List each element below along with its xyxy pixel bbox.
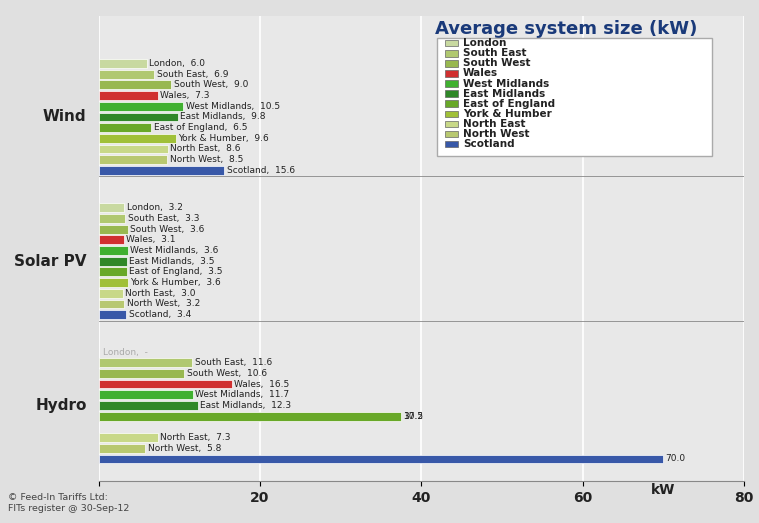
- Bar: [99, 401, 198, 410]
- Text: Wales,  16.5: Wales, 16.5: [234, 380, 289, 389]
- Text: 37.5: 37.5: [404, 412, 424, 420]
- Text: 10.2: 10.2: [404, 412, 424, 420]
- Text: Scotland: Scotland: [463, 139, 515, 149]
- Text: East Midlands,  12.3: East Midlands, 12.3: [200, 401, 291, 410]
- Bar: [99, 214, 125, 223]
- Bar: [446, 40, 458, 47]
- Bar: [446, 70, 458, 77]
- Text: North West,  8.5: North West, 8.5: [170, 155, 243, 164]
- Text: North West: North West: [463, 129, 530, 139]
- Text: North West,  3.2: North West, 3.2: [127, 300, 200, 309]
- Text: West Midlands,  10.5: West Midlands, 10.5: [186, 102, 280, 111]
- Bar: [99, 444, 146, 452]
- Text: London: London: [463, 38, 506, 48]
- Text: 70.0: 70.0: [666, 454, 685, 463]
- Bar: [99, 412, 401, 420]
- Text: London,  -: London, -: [102, 347, 147, 357]
- Text: East Midlands,  3.5: East Midlands, 3.5: [129, 257, 215, 266]
- Text: Scotland,  15.6: Scotland, 15.6: [227, 166, 295, 175]
- Text: East of England,  3.5: East of England, 3.5: [129, 267, 223, 276]
- Bar: [446, 110, 458, 117]
- Bar: [99, 390, 193, 399]
- Text: Hydro: Hydro: [35, 398, 87, 413]
- Bar: [99, 166, 225, 175]
- Text: West Midlands: West Midlands: [463, 78, 550, 88]
- Text: York & Humber,  3.6: York & Humber, 3.6: [130, 278, 221, 287]
- Bar: [446, 141, 458, 147]
- Bar: [446, 121, 458, 127]
- Bar: [99, 235, 124, 244]
- Bar: [99, 300, 124, 309]
- Bar: [99, 289, 123, 298]
- Text: kW: kW: [651, 483, 676, 497]
- Text: Wind: Wind: [43, 109, 87, 124]
- Text: West Midlands,  3.6: West Midlands, 3.6: [130, 246, 219, 255]
- Bar: [99, 278, 128, 287]
- Text: Solar PV: Solar PV: [14, 254, 87, 269]
- Bar: [99, 112, 178, 121]
- Bar: [99, 310, 126, 319]
- Text: South West,  3.6: South West, 3.6: [130, 225, 204, 234]
- Bar: [99, 246, 128, 255]
- Bar: [446, 80, 458, 87]
- Text: South West,  9.0: South West, 9.0: [174, 81, 248, 89]
- Bar: [99, 70, 154, 78]
- Text: South West: South West: [463, 59, 531, 69]
- Bar: [99, 123, 151, 132]
- Text: East of England: East of England: [463, 99, 556, 109]
- Bar: [99, 454, 663, 463]
- Bar: [99, 358, 192, 367]
- Text: © Feed-In Tariffs Ltd:
FITs register @ 30-Sep-12: © Feed-In Tariffs Ltd: FITs register @ 3…: [8, 493, 129, 513]
- Bar: [99, 225, 128, 233]
- Text: East Midlands: East Midlands: [463, 88, 546, 99]
- Bar: [99, 134, 176, 143]
- Text: South East,  6.9: South East, 6.9: [156, 70, 228, 78]
- Bar: [99, 257, 127, 266]
- Text: South East,  11.6: South East, 11.6: [194, 358, 272, 367]
- Text: Scotland,  3.4: Scotland, 3.4: [128, 310, 191, 319]
- Bar: [99, 369, 184, 378]
- Bar: [99, 81, 172, 89]
- Bar: [99, 267, 127, 276]
- Text: South East,  3.3: South East, 3.3: [128, 214, 199, 223]
- Bar: [99, 144, 168, 153]
- Text: East Midlands,  9.8: East Midlands, 9.8: [180, 112, 266, 121]
- Text: South East: South East: [463, 48, 527, 58]
- Text: South West,  10.6: South West, 10.6: [187, 369, 266, 378]
- Text: London,  3.2: London, 3.2: [127, 203, 183, 212]
- Text: Wales,  7.3: Wales, 7.3: [160, 91, 209, 100]
- Text: London,  6.0: London, 6.0: [150, 59, 206, 68]
- Bar: [99, 380, 231, 389]
- Text: North East,  8.6: North East, 8.6: [171, 144, 241, 153]
- Text: North West,  5.8: North West, 5.8: [148, 444, 221, 453]
- Text: North East,  3.0: North East, 3.0: [125, 289, 196, 298]
- Bar: [446, 100, 458, 107]
- Text: West Midlands,  11.7: West Midlands, 11.7: [196, 390, 290, 399]
- FancyBboxPatch shape: [437, 38, 712, 156]
- Bar: [99, 433, 158, 442]
- Text: York & Humber,  9.6: York & Humber, 9.6: [178, 134, 269, 143]
- Bar: [99, 203, 124, 212]
- Text: North East,  7.3: North East, 7.3: [160, 433, 231, 442]
- Text: East of England,  6.5: East of England, 6.5: [153, 123, 247, 132]
- Bar: [99, 91, 158, 100]
- Bar: [99, 102, 184, 110]
- Bar: [446, 50, 458, 56]
- Text: Average system size (kW): Average system size (kW): [435, 20, 698, 38]
- Bar: [446, 90, 458, 97]
- Bar: [99, 155, 167, 164]
- Text: Wales,  3.1: Wales, 3.1: [126, 235, 175, 244]
- Bar: [99, 59, 147, 68]
- Text: Wales: Wales: [463, 69, 499, 78]
- Text: York & Humber: York & Humber: [463, 109, 552, 119]
- Text: North East: North East: [463, 119, 526, 129]
- Bar: [446, 60, 458, 66]
- Bar: [446, 131, 458, 137]
